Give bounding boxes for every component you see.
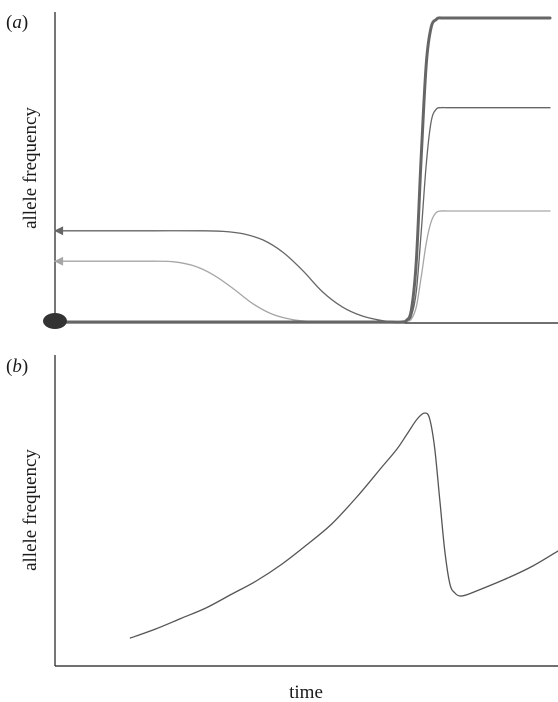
panel-a-series-line-3 [54,210,551,323]
panel-a-label: (a) [6,12,28,33]
panel-b-label: (b) [6,356,28,377]
panel-a-series-line-2 [54,106,551,323]
x-axis-title: time [289,682,323,702]
panel-a: (a) allele frequency [6,12,558,329]
panel-a-series-line-1 [53,16,552,324]
panel-b-y-axis-title: allele frequency [20,449,41,571]
panel-a-series-group [53,16,552,324]
panel-a-y-axis-title: allele frequency [20,107,41,229]
panel-b-series-group [129,412,558,639]
panel-a-origin-marker [43,313,67,329]
panel-b: (b) allele frequency [6,355,558,667]
panel-b-series-line-1 [129,412,558,639]
